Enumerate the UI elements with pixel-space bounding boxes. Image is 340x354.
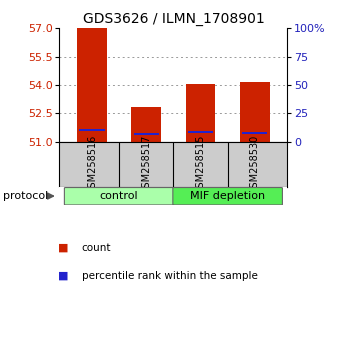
Bar	[188, 131, 213, 133]
Bar	[77, 28, 107, 142]
Text: MIF depletion: MIF depletion	[190, 191, 265, 201]
FancyBboxPatch shape	[173, 188, 283, 205]
Bar	[242, 132, 268, 133]
Bar	[79, 130, 105, 131]
Text: protocol: protocol	[3, 191, 49, 201]
Text: GSM258516: GSM258516	[87, 135, 97, 194]
Text: percentile rank within the sample: percentile rank within the sample	[82, 271, 257, 281]
Bar	[186, 84, 216, 142]
Text: GDS3626 / ILMN_1708901: GDS3626 / ILMN_1708901	[83, 12, 264, 27]
Text: GSM258517: GSM258517	[141, 135, 151, 194]
Text: GSM258515: GSM258515	[195, 135, 205, 194]
Text: ■: ■	[58, 271, 68, 281]
Bar	[131, 107, 161, 142]
Text: control: control	[100, 191, 138, 201]
Text: GSM258530: GSM258530	[250, 135, 260, 194]
Text: count: count	[82, 243, 111, 253]
FancyBboxPatch shape	[64, 188, 174, 205]
Bar	[134, 133, 159, 135]
Text: ■: ■	[58, 243, 68, 253]
Bar	[240, 82, 270, 142]
